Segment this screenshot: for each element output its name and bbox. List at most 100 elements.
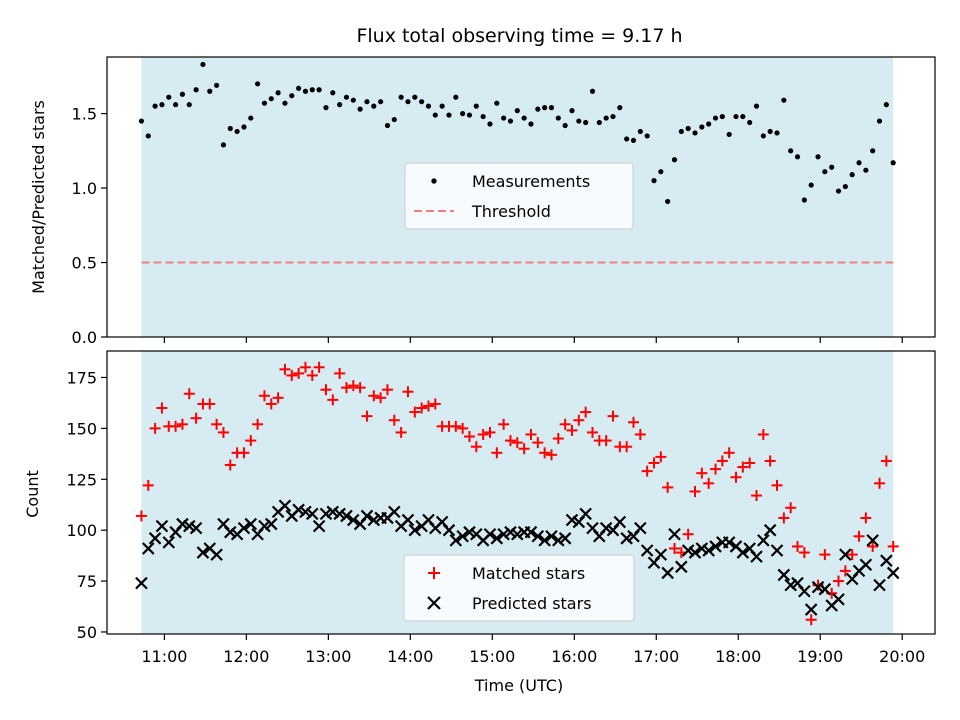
- matched-point: [252, 418, 264, 430]
- measurement-point: [432, 112, 438, 118]
- matched-point: [457, 422, 469, 434]
- matched-point: [388, 414, 400, 426]
- ratio-panel: 0.0 0.5 1.0 1.5 Matched/Predicted stars Mea…: [29, 56, 936, 347]
- matched-point: [682, 528, 694, 540]
- measurement-point: [630, 137, 637, 144]
- matched-point: [874, 477, 886, 489]
- measurement-point: [760, 133, 766, 139]
- matched-point: [170, 420, 182, 432]
- matched-point: [792, 540, 804, 552]
- matched-point: [744, 457, 756, 469]
- measurement-point: [473, 103, 479, 109]
- matched-point: [491, 447, 503, 459]
- measurement-point: [637, 128, 643, 135]
- measurement-points: [138, 61, 896, 205]
- matched-point: [347, 380, 359, 392]
- measurement-point: [726, 131, 732, 138]
- matched-point: [470, 441, 482, 453]
- ratio-y-axis-label: Matched/Predicted stars: [29, 100, 48, 294]
- ratio-legend: Measurements Threshold: [404, 162, 634, 230]
- measurement-point: [166, 94, 172, 100]
- x-tick-label: 18:00: [715, 647, 761, 666]
- predicted-stars-points: [135, 499, 900, 616]
- matched-point: [375, 392, 387, 404]
- matched-point: [771, 479, 783, 491]
- matched-point: [839, 565, 851, 577]
- x-tick-label: 20:00: [879, 647, 925, 666]
- predicted-point: [196, 546, 210, 559]
- measurement-point: [781, 97, 787, 103]
- measurement-point: [145, 133, 151, 139]
- predicted-point: [408, 523, 422, 537]
- ratio-y-tick-label: 1.5: [72, 105, 97, 124]
- matched-point: [204, 398, 216, 410]
- measurement-point: [159, 102, 165, 108]
- measurement-point: [883, 102, 889, 108]
- matched-point: [450, 420, 462, 432]
- matched-point: [484, 426, 496, 438]
- matched-point: [142, 479, 154, 491]
- matched-point: [880, 455, 892, 467]
- measurement-point: [343, 94, 350, 100]
- matched-point: [641, 465, 653, 477]
- measurement-point: [323, 105, 329, 111]
- matched-point: [258, 390, 270, 402]
- matched-point: [737, 461, 749, 473]
- measurement-point: [480, 113, 486, 120]
- predicted-point: [456, 529, 469, 543]
- matched-point: [627, 416, 639, 428]
- measurement-point: [829, 164, 835, 170]
- predicted-point: [886, 566, 900, 580]
- matched-stars-points: [135, 361, 899, 626]
- measurement-point: [712, 115, 719, 121]
- count-x-axis: 11:00 12:00 13:00 14:00 15:00 16:00 17:00 18:00…: [141, 634, 925, 666]
- measurement-point: [282, 100, 288, 106]
- predicted-point: [538, 534, 551, 547]
- measurement-point: [542, 105, 548, 111]
- measurement-point: [753, 103, 760, 109]
- predicted-point: [442, 523, 456, 537]
- matched-point: [621, 441, 633, 453]
- measurement-point: [863, 167, 869, 173]
- measurement-point: [870, 148, 876, 154]
- measurement-point: [378, 99, 384, 105]
- measurement-point: [788, 148, 794, 154]
- predicted-point: [757, 534, 770, 547]
- measurement-point: [152, 103, 158, 109]
- matched-point: [511, 437, 523, 449]
- measurement-point: [733, 113, 739, 120]
- predicted-point: [155, 519, 169, 533]
- matched-point: [552, 433, 564, 445]
- measurement-point: [569, 108, 575, 114]
- measurement-point: [384, 122, 391, 129]
- matched-point: [361, 410, 373, 422]
- ratio-y-tick-label: 0.5: [72, 254, 97, 273]
- measurements-legend-marker: [431, 178, 437, 184]
- measurement-point: [596, 119, 602, 126]
- matched-point: [477, 428, 489, 440]
- measurement-point: [685, 125, 691, 132]
- predicted-legend-label: Predicted stars: [472, 594, 592, 613]
- matched-point: [757, 428, 769, 440]
- matched-point: [354, 382, 366, 394]
- measurement-point: [876, 118, 883, 124]
- matched-point: [580, 406, 592, 418]
- predicted-point: [640, 544, 654, 557]
- measurement-point: [466, 112, 473, 118]
- measurement-point: [275, 90, 281, 96]
- matched-point: [586, 426, 598, 438]
- measurement-point: [241, 124, 247, 130]
- matched-legend-label: Matched stars: [472, 564, 585, 583]
- measurement-point: [419, 99, 425, 105]
- measurement-point: [740, 113, 746, 120]
- measurement-point: [330, 90, 336, 96]
- x-tick-label: 11:00: [141, 647, 187, 666]
- matched-point: [293, 367, 305, 379]
- measurement-point: [815, 154, 821, 160]
- matched-point: [429, 398, 441, 410]
- measurement-point: [501, 115, 507, 121]
- matched-point: [224, 459, 236, 471]
- matched-point: [545, 449, 557, 461]
- count-y-tick-label: 125: [66, 470, 97, 489]
